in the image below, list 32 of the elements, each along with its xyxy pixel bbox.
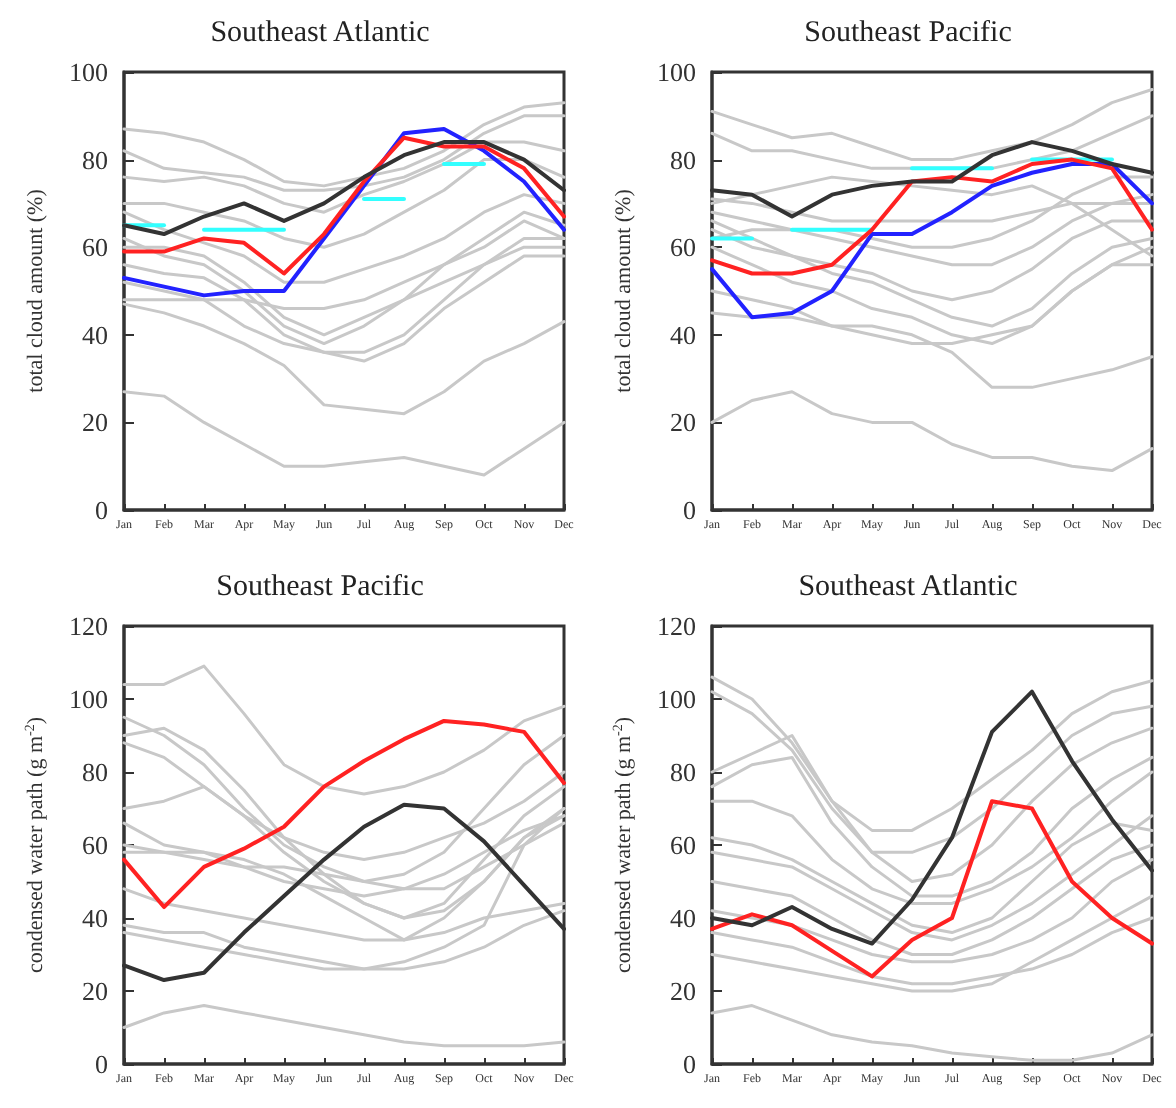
- y-tick-label: 80: [82, 144, 108, 175]
- y-tick-label: 80: [670, 144, 696, 175]
- y-tick-label: 100: [657, 684, 696, 714]
- y-tick-label: 100: [69, 57, 108, 87]
- y-tick-label: 0: [683, 1049, 696, 1079]
- y-tick-label: 120: [657, 611, 696, 641]
- y-tick-label: 40: [670, 319, 696, 350]
- y-tick-label: 60: [670, 830, 696, 860]
- y-tick-label: 40: [82, 319, 108, 350]
- chart-title: Southeast Atlantic: [798, 571, 1019, 603]
- y-tick-label: 60: [82, 232, 108, 263]
- y-tick-label: 0: [95, 1049, 108, 1079]
- y-tick-label: 0: [95, 495, 108, 525]
- y-tick-label: 60: [82, 830, 108, 860]
- chart-title: Southeast Pacific: [216, 571, 425, 603]
- y-tick-label: 60: [670, 232, 696, 263]
- y-tick-label: 0: [683, 495, 696, 525]
- y-tick-label: 100: [69, 684, 108, 714]
- chart-title: Southeast Atlantic: [210, 17, 431, 49]
- y-tick-label: 120: [69, 611, 108, 641]
- y-axis-title: total cloud amount (%): [24, 188, 49, 393]
- y-axis-title: total cloud amount (%): [612, 188, 637, 393]
- y-tick-label: 20: [670, 407, 696, 438]
- y-tick-label: 20: [82, 407, 108, 438]
- y-tick-label: 40: [670, 903, 696, 933]
- y-tick-label: 20: [82, 976, 108, 1006]
- y-tick-label: 100: [657, 57, 696, 87]
- y-tick-label: 20: [670, 976, 696, 1006]
- y-tick-label: 80: [670, 757, 696, 787]
- chart-title: Southeast Pacific: [804, 17, 1013, 49]
- y-tick-label: 40: [82, 903, 108, 933]
- y-tick-label: 80: [82, 757, 108, 787]
